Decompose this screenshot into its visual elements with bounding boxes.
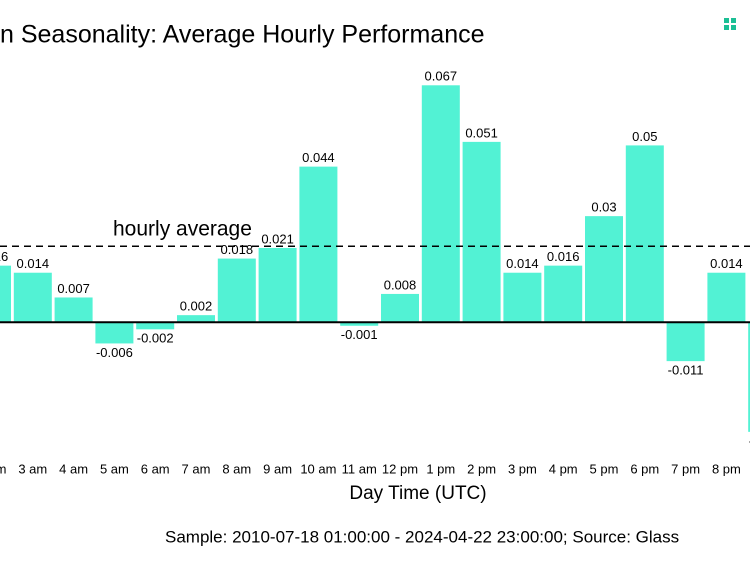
value-label: 0.007 (57, 281, 90, 296)
bar (585, 216, 623, 323)
value-label: -0.001 (341, 327, 378, 342)
bar (177, 315, 215, 323)
value-label: 0.067 (425, 69, 458, 84)
x-tick-label: 4 pm (549, 461, 578, 476)
x-tick-label: 11 am (342, 461, 377, 476)
bar (707, 272, 746, 323)
bar (666, 322, 705, 362)
bar (258, 247, 297, 323)
x-tick-label: 5 am (100, 461, 129, 476)
bar (421, 85, 460, 323)
x-tick-label: 3 pm (508, 461, 537, 476)
value-label: 0.018 (221, 242, 254, 257)
value-label: 0.014 (710, 256, 743, 271)
x-tick-label: 8 pm (712, 461, 741, 476)
value-label: -0.031 (749, 433, 750, 448)
x-tick-label: 2 am (0, 461, 6, 476)
bar (544, 265, 583, 323)
bar (95, 322, 134, 344)
x-tick-label: 7 pm (671, 461, 700, 476)
value-label: 0.008 (384, 277, 417, 292)
value-label: 0.014 (506, 256, 539, 271)
bar (13, 272, 52, 323)
value-label: -0.006 (96, 345, 133, 360)
x-tick-label: 1 pm (426, 461, 455, 476)
bar (625, 145, 664, 323)
x-tick-label: 8 am (222, 461, 251, 476)
value-label: -0.011 (668, 363, 704, 378)
x-tick-label: 2 pm (467, 461, 496, 476)
value-label: 0.016 (547, 249, 580, 264)
value-label: 0.05 (632, 129, 657, 144)
x-tick-label: 7 am (182, 461, 211, 476)
footnote: Sample: 2010-07-18 01:00:00 - 2024-04-22… (165, 527, 679, 546)
value-label: 0.021 (261, 231, 294, 246)
x-tick-label: 9 am (263, 461, 292, 476)
value-label: 0.044 (302, 150, 335, 165)
x-axis-label: Day Time (UTC) (349, 483, 486, 504)
x-tick-label: 6 am (141, 461, 170, 476)
value-label: 0.051 (465, 125, 498, 140)
bar (299, 166, 338, 323)
x-tick-label: 10 am (300, 461, 336, 476)
value-label: -0.002 (137, 331, 174, 346)
average-label: hourly average (113, 218, 252, 241)
chart-title: n Seasonality: Average Hourly Performanc… (0, 21, 485, 49)
x-tick-label: 4 am (59, 461, 88, 476)
x-tick-label: 12 pm (382, 461, 418, 476)
value-label: 0.016 (0, 249, 8, 264)
x-tick-label: 6 pm (630, 461, 659, 476)
bar (381, 293, 419, 323)
value-label: 0.03 (591, 200, 616, 215)
bar (748, 322, 750, 432)
bar (503, 272, 542, 323)
bar (0, 265, 11, 323)
logo (724, 18, 736, 30)
bar (340, 322, 379, 326)
x-tick-label: 3 am (18, 461, 47, 476)
bar (217, 258, 256, 323)
value-label: 0.002 (180, 299, 213, 314)
bar (462, 141, 501, 323)
bar (136, 322, 175, 330)
bar (54, 297, 93, 323)
x-tick-label: 5 pm (590, 461, 619, 476)
value-label: 0.014 (17, 256, 50, 271)
